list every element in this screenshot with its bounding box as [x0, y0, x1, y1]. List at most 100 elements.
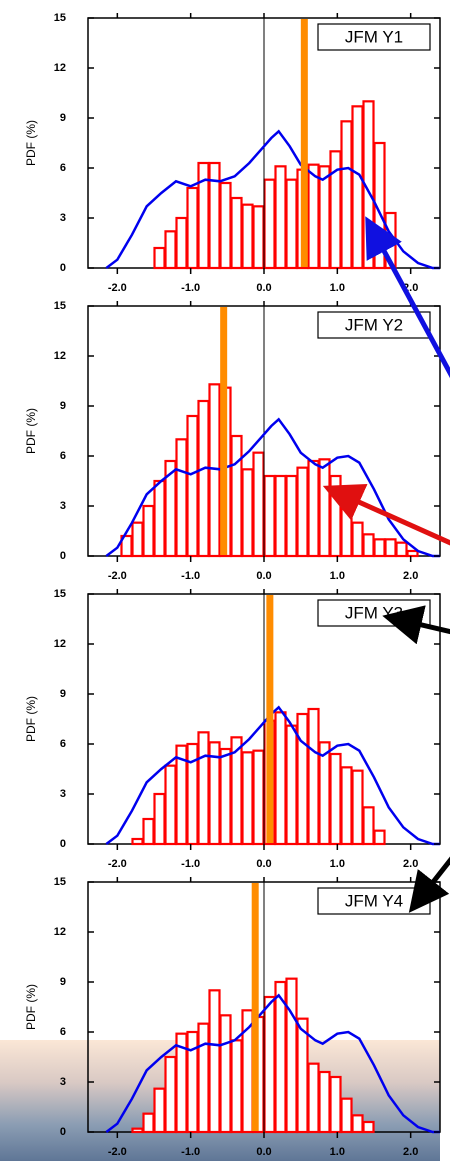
bar	[307, 707, 320, 846]
bar	[274, 474, 287, 558]
bar	[285, 724, 298, 846]
y-tick-label: 15	[54, 12, 66, 24]
bar	[362, 1120, 375, 1134]
bar	[329, 1075, 342, 1134]
bar	[175, 438, 188, 558]
y-tick-label: 12	[54, 350, 66, 362]
bar	[274, 711, 287, 846]
bar	[318, 1070, 331, 1134]
bar	[186, 186, 199, 270]
bar	[307, 163, 320, 270]
bar	[285, 178, 298, 270]
bar	[318, 165, 331, 270]
y-tick-label: 15	[54, 588, 66, 600]
bar	[384, 538, 397, 558]
x-tick-label: 1.0	[330, 1146, 345, 1158]
bar	[241, 203, 254, 270]
red-arrow	[322, 483, 450, 546]
y-tick-label: 9	[60, 976, 66, 988]
pdf-curve	[105, 417, 440, 558]
x-tick-label: 0.0	[256, 570, 271, 582]
black-arrow	[382, 605, 450, 645]
y-tick-label: 12	[54, 638, 66, 650]
bar	[153, 1087, 166, 1134]
x-tick-label: 2.0	[403, 1146, 418, 1158]
bar	[351, 1114, 364, 1134]
bar	[153, 792, 166, 846]
panel-title: JFM Y2	[345, 315, 403, 334]
pdf-curve	[105, 993, 440, 1134]
bar	[197, 731, 210, 846]
bar	[296, 712, 309, 846]
panels: JFM Y1 PDF (%) 0 3 6 9 12 15 -2.0 -1.0 0.0 1.0 2.0 JF…	[24, 12, 441, 1158]
y-axis-label: PDF (%)	[24, 696, 38, 742]
bar	[340, 766, 353, 846]
bar	[175, 216, 188, 270]
bar	[252, 749, 265, 846]
bar	[351, 105, 364, 270]
bar	[362, 806, 375, 846]
x-tick-label: -1.0	[181, 858, 200, 870]
y-tick-label: 6	[60, 162, 66, 174]
bar	[362, 533, 375, 558]
bar	[252, 451, 265, 558]
bar	[307, 1062, 320, 1134]
bar	[142, 817, 155, 846]
bar	[285, 474, 298, 558]
title-box	[317, 311, 431, 339]
y-tick-label: 9	[60, 400, 66, 412]
y-tick-label: 3	[60, 1076, 66, 1088]
bar	[329, 474, 342, 558]
x-tick-label: -1.0	[181, 282, 200, 294]
panel-title: JFM Y1	[345, 27, 403, 46]
bar	[131, 837, 144, 846]
bar	[373, 538, 386, 558]
x-tick-label: 0.0	[256, 1146, 271, 1158]
y-tick-label: 3	[60, 500, 66, 512]
bar	[263, 474, 276, 558]
bar	[329, 752, 342, 846]
bar	[153, 479, 166, 558]
blue-arrow	[365, 216, 450, 379]
bar	[373, 829, 386, 846]
y-axis-label: PDF (%)	[24, 408, 38, 454]
y-tick-label: 3	[60, 212, 66, 224]
y-tick-label: 9	[60, 112, 66, 124]
bar	[351, 769, 364, 846]
x-tick-label: 0.0	[256, 858, 271, 870]
bar	[219, 181, 232, 270]
bar	[263, 178, 276, 270]
bar	[274, 165, 287, 270]
y-tick-label: 12	[54, 926, 66, 938]
bar	[395, 541, 408, 558]
y-axis-label: PDF (%)	[24, 984, 38, 1030]
x-tick-label: 0.0	[256, 282, 271, 294]
bar	[252, 205, 265, 270]
x-tick-label: -1.0	[181, 1146, 200, 1158]
panel-title: JFM Y4	[345, 891, 403, 910]
y-tick-label: 3	[60, 788, 66, 800]
y-tick-label: 0	[60, 550, 66, 562]
bar	[219, 1014, 232, 1134]
bar	[153, 246, 166, 270]
bar	[318, 741, 331, 846]
bar	[208, 161, 221, 270]
bar	[219, 747, 232, 846]
bar	[285, 977, 298, 1134]
y-tick-label: 6	[60, 450, 66, 462]
bar	[307, 459, 320, 558]
panel: JFM Y2 PDF (%) 0 3 6 9 12 15 -2.0 -1.0 0.0 1.0 2.0	[24, 300, 441, 582]
annotation-arrows	[322, 216, 450, 913]
bar	[241, 468, 254, 558]
bar	[351, 521, 364, 558]
bar	[208, 989, 221, 1134]
y-tick-label: 0	[60, 262, 66, 274]
bar	[197, 399, 210, 558]
y-tick-label: 0	[60, 838, 66, 850]
x-tick-label: -2.0	[108, 858, 127, 870]
black-arrow	[408, 856, 450, 913]
y-tick-label: 6	[60, 1026, 66, 1038]
